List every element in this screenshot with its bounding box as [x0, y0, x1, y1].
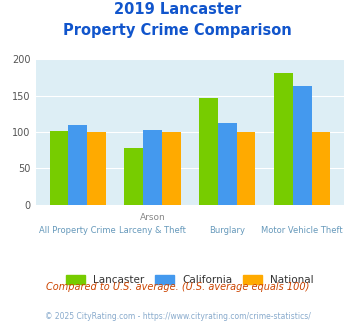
Bar [50, 131, 68, 205]
Text: Larceny & Theft: Larceny & Theft [119, 226, 186, 235]
Text: Motor Vehicle Theft: Motor Vehicle Theft [261, 226, 343, 235]
Text: 2019 Lancaster: 2019 Lancaster [114, 2, 241, 16]
Text: © 2025 CityRating.com - https://www.cityrating.com/crime-statistics/: © 2025 CityRating.com - https://www.city… [45, 312, 310, 321]
Bar [87, 132, 106, 205]
Bar [68, 125, 87, 205]
Bar [199, 98, 218, 205]
Bar [218, 122, 237, 205]
Text: Compared to U.S. average. (U.S. average equals 100): Compared to U.S. average. (U.S. average … [46, 282, 309, 292]
Text: All Property Crime: All Property Crime [39, 226, 116, 235]
Bar [143, 130, 162, 205]
Bar [293, 86, 312, 205]
Text: Burglary: Burglary [209, 226, 245, 235]
Text: Arson: Arson [140, 213, 165, 222]
Bar [312, 132, 330, 205]
Bar [162, 132, 181, 205]
Text: Property Crime Comparison: Property Crime Comparison [63, 23, 292, 38]
Legend: Lancaster, California, National: Lancaster, California, National [62, 271, 318, 289]
Bar [274, 73, 293, 205]
Bar [237, 132, 256, 205]
Bar [124, 148, 143, 205]
